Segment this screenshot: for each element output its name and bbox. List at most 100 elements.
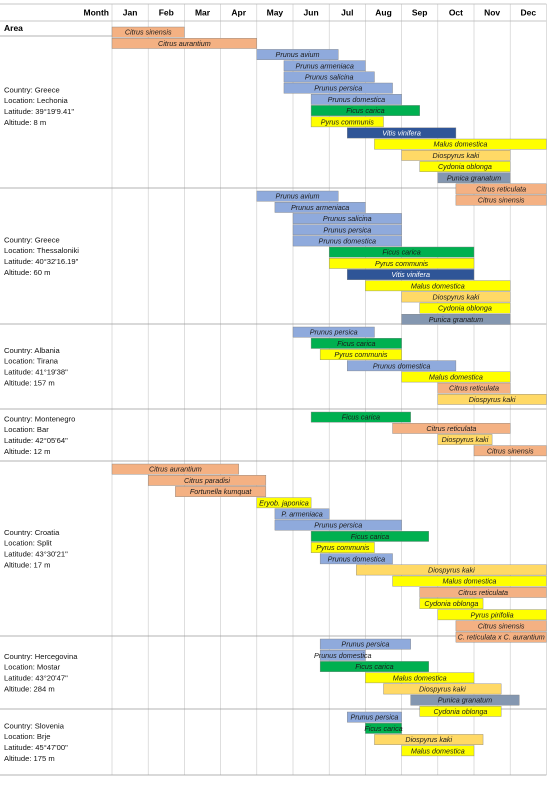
bar-label-lechonia: Citrus aurantium (158, 39, 211, 48)
month-label-oct: Oct (449, 8, 463, 18)
bar-split (392, 575, 547, 587)
bar-label-brje: Ficus carica (364, 724, 402, 733)
month-label-nov: Nov (484, 8, 500, 18)
bar-thessaloniki (329, 258, 475, 269)
bar-label-lechonia: Citrus sinensis (478, 196, 525, 205)
bar-label-thessaloniki: Pyrus communis (375, 259, 429, 268)
bar-thessaloniki (401, 314, 511, 325)
bar-label-brje: Prunus persica (350, 713, 398, 722)
bar-tirana (319, 349, 402, 360)
month-label-jan: Jan (123, 8, 138, 18)
bar-mostar (319, 638, 411, 650)
bar-thessaloniki (347, 269, 475, 280)
bar-label-lechonia: Ficus carica (346, 106, 384, 115)
bar-split (310, 542, 375, 553)
bar-lechonia (310, 93, 402, 105)
area-info-split: Altitude: 17 m (4, 560, 50, 569)
area-info-thessaloniki: Country: Greece (4, 235, 60, 244)
bar-label-split: C. reticulata x C. aurantium (458, 633, 545, 642)
bar-split (310, 531, 429, 542)
bar-thessaloniki (419, 302, 511, 314)
area-info-tirana: Latitude: 41°19'38" (4, 368, 68, 377)
bar-lechonia (401, 149, 511, 161)
bar-label-split: Pyrus pirifolia (471, 610, 514, 619)
bar-mostar (365, 672, 475, 684)
bar-lechonia (283, 60, 366, 72)
bar-label-bar: Citrus reticulata (426, 424, 476, 433)
bar-label-thessaloniki: Punica granatum (429, 315, 483, 324)
area-info-mostar: Location: Mostar (4, 663, 61, 672)
bar-label-split: Citrus reticulata (458, 588, 508, 597)
bar-thessaloniki (292, 213, 402, 224)
month-label-mar: Mar (195, 8, 211, 18)
bar-tirana (292, 326, 375, 338)
bar-lechonia (455, 183, 547, 195)
bar-tirana (310, 338, 402, 349)
bar-label-split: Pyrus communis (316, 543, 370, 552)
bar-label-split: P. armeniaca (281, 510, 322, 519)
bar-split (256, 497, 312, 509)
bar-lechonia (374, 138, 547, 150)
bar-label-mostar: Punica granatum (438, 696, 492, 705)
area-info-bar: Latitude: 42°05'64" (4, 436, 68, 445)
bar-bar (392, 423, 511, 434)
bar-label-tirana: Prunus domestica (373, 361, 431, 370)
bar-lechonia (111, 38, 258, 49)
bar-label-split: Citrus aurantium (149, 465, 202, 474)
bar-split (175, 486, 267, 497)
bar-label-tirana: Citrus reticulata (449, 384, 499, 393)
bar-label-lechonia: Vitis vinifera (382, 129, 421, 138)
bar-split (274, 508, 330, 520)
bar-lechonia (310, 116, 384, 128)
bar-label-thessaloniki: Vitis vinifera (391, 270, 430, 279)
bar-split (147, 475, 267, 486)
month-label-aug: Aug (375, 8, 392, 18)
bar-lechonia (310, 105, 420, 116)
month-label-jul: Jul (341, 8, 353, 18)
bar-label-mostar: Prunus domestica (314, 651, 372, 660)
bar-label-mostar: Cydonia oblonga (433, 707, 487, 716)
area-info-tirana: Location: Tirana (4, 357, 59, 366)
bar-label-thessaloniki: Ficus carica (382, 248, 420, 257)
bar-tirana (347, 360, 457, 372)
bar-label-lechonia: Punica granatum (447, 173, 501, 182)
bar-label-lechonia: Citrus sinensis (125, 28, 172, 37)
bar-label-split: Citrus sinensis (478, 622, 525, 631)
bar-label-split: Citrus paradisi (184, 476, 230, 485)
bar-thessaloniki (401, 291, 511, 303)
bar-label-split: Diospyrus kaki (428, 566, 475, 575)
area-info-split: Country: Croatia (4, 528, 60, 537)
bar-label-mostar: Malus domestica (393, 673, 447, 682)
month-label-dec: Dec (521, 8, 537, 18)
bar-brje (347, 711, 402, 723)
bar-lechonia (347, 127, 457, 139)
bar-label-bar: Citrus sinensis (487, 446, 534, 455)
bar-bar (437, 434, 493, 445)
bar-lechonia (283, 71, 375, 83)
bar-thessaloniki (292, 235, 402, 247)
bar-split (274, 519, 402, 531)
bar-label-lechonia: Prunus domestica (328, 95, 386, 104)
bar-mostar (410, 694, 520, 706)
bar-mostar (419, 706, 502, 717)
bar-label-lechonia: Cydonia oblonga (438, 162, 492, 171)
bar-label-thessaloniki: Prunus persica (323, 225, 371, 234)
bar-lechonia (437, 172, 511, 184)
bar-label-lechonia: Citrus reticulata (476, 185, 526, 194)
area-info-lechonia: Latitude: 39°19'9.41" (4, 107, 74, 116)
bar-label-split: Malus domestica (443, 577, 497, 586)
area-info-brje: Latitude: 45°47'00" (4, 743, 68, 752)
area-info-thessaloniki: Location: Thessaloniki (4, 246, 79, 255)
bar-lechonia (283, 82, 393, 94)
area-info-tirana: Country: Albania (4, 346, 60, 355)
month-label-sep: Sep (412, 8, 428, 18)
area-info-lechonia: Location: Lechonia (4, 96, 69, 105)
bar-brje (401, 745, 475, 757)
bar-tirana (437, 382, 511, 394)
bar-label-tirana: Ficus carica (337, 339, 375, 348)
bar-tirana (401, 371, 511, 383)
bar-split (455, 620, 547, 632)
bar-split (319, 553, 393, 565)
area-header-label: Area (4, 23, 23, 33)
